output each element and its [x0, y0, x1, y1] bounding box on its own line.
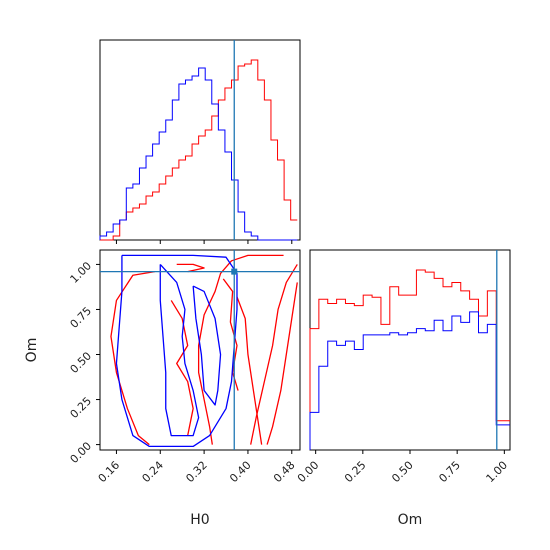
- om-x-tick-label: 0.50: [389, 459, 416, 486]
- om-marginal-axis-ticks: 0.00 0.25 0.50 0.75 1.00: [295, 450, 510, 485]
- blue-contour: [192, 285, 222, 406]
- red-contour: [236, 296, 263, 445]
- blue-contour: [159, 263, 200, 437]
- om-marginal-panel: 0.00 0.25 0.50 0.75 1.00: [295, 249, 511, 485]
- om-x-axis-label: Om: [398, 512, 423, 528]
- blue-contour: [115, 254, 238, 448]
- h0-axis-label: H0: [190, 512, 209, 528]
- om-tick-label: 0.75: [68, 304, 95, 331]
- red-contour: [110, 270, 155, 446]
- h0-red-histogram: [100, 59, 298, 241]
- h0-tick-label: 0.32: [183, 459, 210, 486]
- om-red-histogram: [309, 269, 510, 450]
- om-marginal-frame: [309, 249, 511, 451]
- om-tick-label: 0.25: [68, 394, 95, 421]
- h0-axis-ticks: 0.16 0.24 0.32 0.40 0.48: [96, 450, 298, 485]
- h0-tick-label: 0.48: [271, 459, 298, 486]
- om-tick-label: 0.50: [68, 349, 95, 376]
- om-x-tick-label: 0.00: [295, 459, 322, 486]
- om-blue-histogram: [309, 311, 510, 450]
- om-x-tick-label: 0.25: [342, 459, 369, 486]
- joint-frame: [99, 249, 301, 451]
- red-contour: [222, 278, 239, 391]
- red-contour: [250, 264, 298, 445]
- h0-blue-histogram: [99, 67, 298, 241]
- h0-tick-label: 0.16: [96, 459, 123, 486]
- h0-marginal-panel: [99, 39, 301, 244]
- om-tick-label: 1.00: [68, 259, 95, 286]
- joint-panel: 0.16 0.24 0.32 0.40 0.48 0.00 0.25 0.50 0.75 1.0…: [68, 249, 301, 485]
- h0-tick-label: 0.40: [227, 459, 254, 486]
- h0-marginal-frame: [99, 39, 301, 241]
- joint-contours: [110, 254, 298, 448]
- joint-truth-point: [231, 268, 238, 275]
- om-x-tick-label: 1.00: [484, 459, 511, 486]
- om-tick-label: 0.00: [68, 440, 95, 467]
- red-contour: [176, 263, 205, 273]
- red-contour: [266, 282, 298, 445]
- h0-tick-label: 0.24: [140, 459, 167, 486]
- red-contour: [170, 300, 194, 436]
- om-y-axis-label: Om: [24, 338, 40, 363]
- om-x-tick-label: 0.75: [436, 459, 463, 486]
- red-contour: [197, 254, 284, 445]
- om-axis-ticks: 0.00 0.25 0.50 0.75 1.00: [68, 259, 100, 466]
- h0-marginal-ticks: [115, 240, 293, 244]
